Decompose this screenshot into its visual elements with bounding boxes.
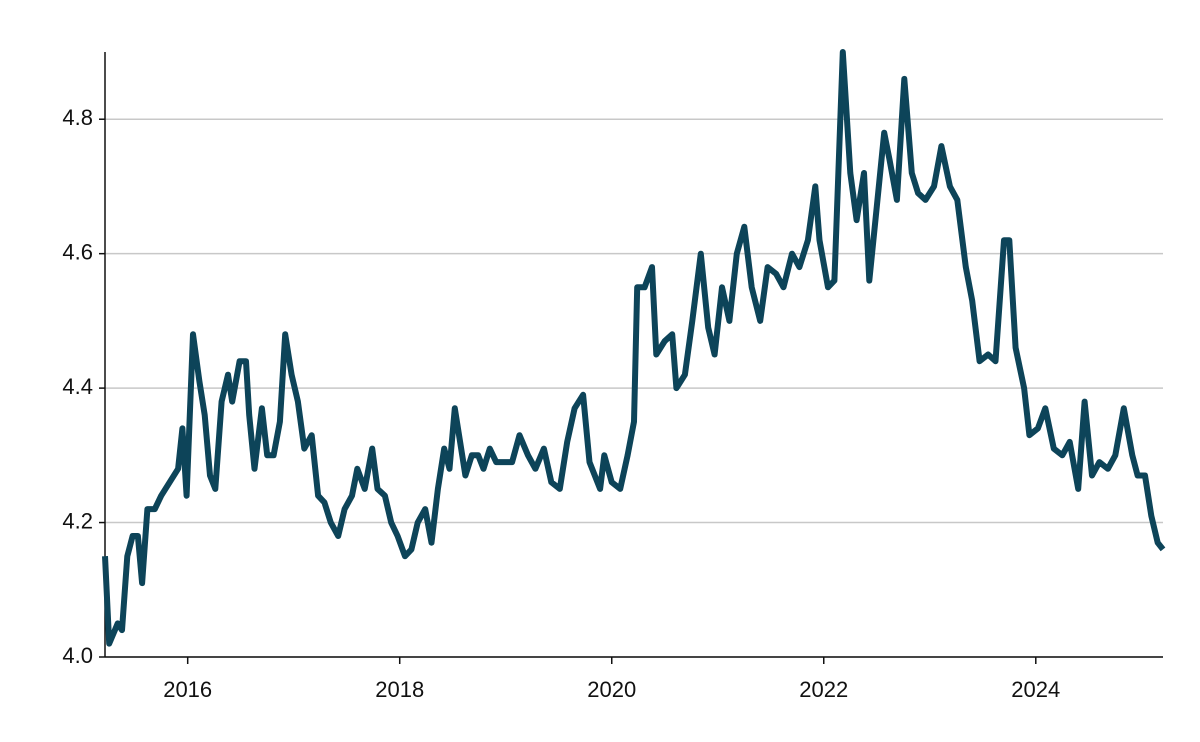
x-tick-label: 2016	[163, 677, 212, 702]
x-tick-label: 2018	[375, 677, 424, 702]
x-tick-label: 2020	[587, 677, 636, 702]
y-tick-label: 4.4	[62, 374, 93, 399]
y-tick-label: 4.6	[62, 239, 93, 264]
y-tick-label: 4.8	[62, 105, 93, 130]
line-series	[102, 49, 1166, 647]
x-tick-label: 2024	[1011, 677, 1060, 702]
y-tick-label: 4.2	[62, 508, 93, 533]
y-tick-label: 4.0	[62, 643, 93, 668]
x-tick-label: 2022	[799, 677, 848, 702]
